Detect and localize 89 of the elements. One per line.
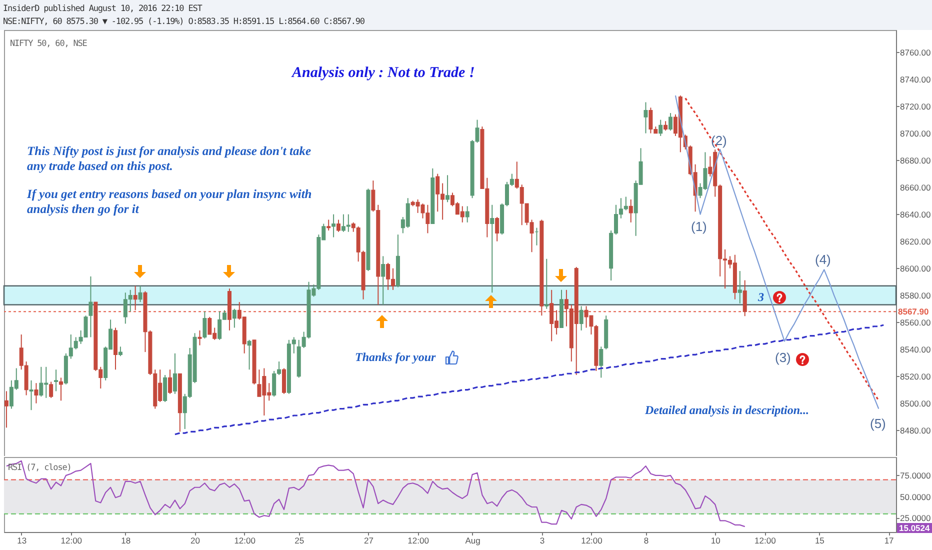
x-tick-label: 25	[294, 536, 304, 546]
candlestick	[34, 382, 38, 404]
candlestick	[599, 346, 604, 378]
x-tick-label: 8	[644, 536, 649, 546]
y-tick-label: 75.0000	[900, 470, 931, 480]
y-tick-label: 8700.00	[900, 128, 931, 138]
y-tick-label: 8580.00	[900, 290, 931, 300]
candlestick	[49, 381, 54, 398]
candlestick	[163, 374, 168, 402]
annotation: If you get entry reasons based on your plan insync with analysis then go for it	[27, 187, 313, 217]
text: 15.0524	[897, 523, 932, 533]
y-tick-label: 8560.00	[900, 317, 931, 328]
text: Analysis only : Not to Trade !	[292, 65, 475, 82]
y-tick-label: 8500.00	[900, 398, 931, 408]
candlestick	[544, 258, 549, 310]
y-tick-label: 50.0000	[900, 492, 931, 502]
annotation: Detailed analysis in description...	[645, 403, 810, 418]
x-tick-label: 18	[121, 536, 131, 546]
x-tick-label: 3	[540, 536, 545, 546]
candlestick	[58, 377, 63, 402]
candlestick	[490, 204, 494, 294]
candlestick	[88, 276, 93, 338]
y-tick-label: 8600.00	[900, 263, 931, 274]
x-tick-label: 12:00	[408, 536, 430, 546]
x-tick-label: Aug	[465, 536, 481, 546]
candlestick	[4, 390, 8, 428]
line-series	[6, 460, 746, 528]
candlestick	[381, 256, 386, 306]
y-tick-label: 8680.00	[900, 155, 931, 166]
candlestick	[202, 311, 207, 340]
text: InsiderD published August 10, 2016 22:10 EST	[3, 4, 202, 15]
candlestick	[326, 219, 331, 232]
candlestick	[172, 352, 177, 394]
x-tick-label: 20	[190, 536, 200, 546]
candlestick	[118, 346, 122, 357]
candlestick	[658, 119, 663, 136]
candlestick	[336, 219, 340, 232]
candlestick	[247, 339, 252, 370]
x-tick-label: 12:00	[234, 536, 256, 546]
y-tick-label: 8720.00	[900, 101, 931, 112]
candlestick	[282, 368, 286, 394]
y-tick-label: 8480.00	[900, 425, 931, 436]
y-tick-label: 8640.00	[900, 209, 931, 220]
x-tick-label: 13	[17, 536, 27, 546]
candlestick	[168, 369, 172, 394]
candlestick	[628, 198, 633, 223]
x-tick-label: 17	[884, 536, 894, 546]
candlestick	[495, 216, 500, 242]
y-tick-label: 8740.00	[900, 74, 931, 84]
y-tick-label: 8620.00	[900, 236, 931, 246]
candlestick	[738, 270, 742, 304]
candlestick	[446, 174, 450, 203]
text: NSE:NIFTY, 60 8575.30 ▼ -102.95 (-1.19%) O:8583.35 H:8591.15 L:8564.60 C:8567.90	[3, 17, 364, 28]
annotation: (5)	[870, 416, 886, 431]
candlestick	[579, 306, 584, 331]
x-tick-label: 12:00	[754, 536, 776, 546]
y-tick-label: 8760.00	[900, 47, 931, 58]
candlestick	[332, 214, 336, 238]
candlestick	[668, 112, 673, 132]
candlestick	[133, 285, 138, 311]
x-tick-label: 10	[710, 536, 721, 546]
candlestick	[138, 285, 142, 303]
annotation: This Nifty post is just for analysis and please don't take any trade based on this post.	[27, 144, 312, 174]
y-tick-label: 8520.00	[900, 371, 931, 382]
annotation: 3	[758, 290, 764, 305]
candlestick	[644, 102, 648, 134]
text: NIFTY 50, 60, NSE	[10, 39, 87, 50]
x-tick-label: 12:00	[60, 536, 82, 546]
candlestick	[664, 120, 668, 132]
x-tick-label: 12:00	[581, 536, 603, 546]
annotation: (1)	[691, 219, 707, 234]
annotation: (2)	[711, 133, 727, 148]
annotation: (4)	[815, 252, 831, 267]
candlestick	[54, 369, 58, 392]
ref-line-label: 8567.90	[898, 306, 929, 317]
x-tick-label: 15	[814, 536, 825, 546]
annotation: (3)	[775, 350, 791, 365]
candlestick	[29, 380, 34, 411]
line-series	[174, 324, 884, 436]
candlestick	[232, 308, 236, 328]
x-tick-label: 27	[364, 536, 374, 546]
candlestick	[465, 206, 470, 223]
candlestick	[198, 330, 202, 346]
text: RSI (7, close)	[8, 463, 72, 474]
y-tick-label: 25.0000	[900, 513, 931, 524]
y-tick-label: 8540.00	[900, 344, 931, 354]
annotation: Thanks for your	[355, 350, 436, 365]
y-tick-label: 8660.00	[900, 182, 931, 192]
candlestick	[742, 280, 747, 317]
